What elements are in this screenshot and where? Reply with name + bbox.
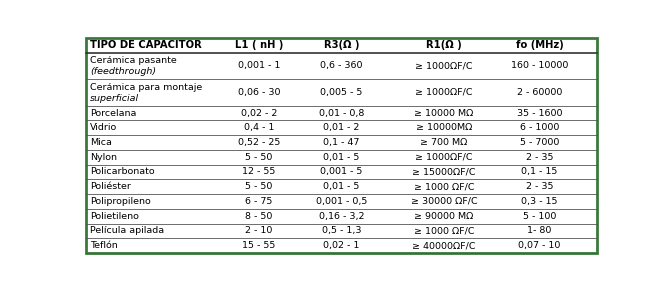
Text: ≥ 10000 MΩ: ≥ 10000 MΩ	[414, 109, 474, 118]
Text: R1(Ω ): R1(Ω )	[426, 40, 462, 50]
Text: 5 - 7000: 5 - 7000	[520, 138, 559, 147]
Text: ≥ 90000 MΩ: ≥ 90000 MΩ	[414, 212, 474, 221]
Text: 5 - 50: 5 - 50	[245, 182, 273, 191]
Text: Cerámica pasante: Cerámica pasante	[90, 56, 176, 65]
Text: Película apilada: Película apilada	[90, 226, 164, 235]
Text: 6 - 75: 6 - 75	[245, 197, 273, 206]
Text: 0,001 - 0,5: 0,001 - 0,5	[316, 197, 367, 206]
Text: 0,16 - 3,2: 0,16 - 3,2	[319, 212, 364, 221]
Text: 0,01 - 5: 0,01 - 5	[324, 182, 360, 191]
Text: Polipropileno: Polipropileno	[90, 197, 151, 206]
Text: (feedthrough): (feedthrough)	[90, 67, 156, 76]
Text: 0,07 - 10: 0,07 - 10	[518, 241, 561, 250]
Text: 0,3 - 15: 0,3 - 15	[521, 197, 558, 206]
Text: Porcelana: Porcelana	[90, 109, 137, 118]
Text: 2 - 35: 2 - 35	[526, 182, 553, 191]
Text: 0,01 - 2: 0,01 - 2	[324, 123, 360, 132]
Text: 0,4 - 1: 0,4 - 1	[244, 123, 274, 132]
Text: 0,001 - 1: 0,001 - 1	[238, 61, 280, 70]
Text: ≥ 1000ΩF/C: ≥ 1000ΩF/C	[416, 88, 473, 97]
Text: Mica: Mica	[90, 138, 112, 147]
Text: superficial: superficial	[90, 94, 139, 103]
Text: ≥ 1000 ΩF/C: ≥ 1000 ΩF/C	[414, 182, 474, 191]
Text: ≥ 40000ΩF/C: ≥ 40000ΩF/C	[412, 241, 476, 250]
Text: Vidrio: Vidrio	[90, 123, 117, 132]
Text: ≥ 700 MΩ: ≥ 700 MΩ	[420, 138, 468, 147]
Text: L1 ( nH ): L1 ( nH )	[235, 40, 283, 50]
Text: ≥ 15000ΩF/C: ≥ 15000ΩF/C	[412, 167, 476, 177]
Text: ≥ 30000 ΩF/C: ≥ 30000 ΩF/C	[411, 197, 478, 206]
Text: 6 - 1000: 6 - 1000	[520, 123, 559, 132]
Text: 8 - 50: 8 - 50	[245, 212, 273, 221]
Text: 1- 80: 1- 80	[527, 226, 551, 235]
Text: 2 - 35: 2 - 35	[526, 153, 553, 162]
Text: 0,02 - 2: 0,02 - 2	[241, 109, 277, 118]
Text: 5 - 100: 5 - 100	[523, 212, 556, 221]
Text: 0,6 - 360: 0,6 - 360	[320, 61, 363, 70]
Text: 160 - 10000: 160 - 10000	[511, 61, 568, 70]
Text: Poliéster: Poliéster	[90, 182, 131, 191]
Text: 0,1 - 15: 0,1 - 15	[521, 167, 558, 177]
Text: Cerámica para montaje: Cerámica para montaje	[90, 83, 202, 92]
Text: 0,06 - 30: 0,06 - 30	[238, 88, 280, 97]
Text: 5 - 50: 5 - 50	[245, 153, 273, 162]
Text: 0,01 - 0,8: 0,01 - 0,8	[319, 109, 364, 118]
Text: fo (MHz): fo (MHz)	[515, 40, 563, 50]
Text: Polietileno: Polietileno	[90, 212, 139, 221]
Text: 2 - 60000: 2 - 60000	[517, 88, 562, 97]
Text: Policarbonato: Policarbonato	[90, 167, 155, 177]
Text: 2 - 10: 2 - 10	[245, 226, 273, 235]
Text: Teflón: Teflón	[90, 241, 118, 250]
Text: TIPO DE CAPACITOR: TIPO DE CAPACITOR	[90, 40, 202, 50]
Text: Nylon: Nylon	[90, 153, 117, 162]
Text: 0,005 - 5: 0,005 - 5	[320, 88, 363, 97]
Text: 35 - 1600: 35 - 1600	[517, 109, 562, 118]
Text: 0,001 - 5: 0,001 - 5	[320, 167, 363, 177]
Text: ≥ 1000ΩF/C: ≥ 1000ΩF/C	[416, 61, 473, 70]
Text: ≥ 1000ΩF/C: ≥ 1000ΩF/C	[416, 153, 473, 162]
Text: 0,01 - 5: 0,01 - 5	[324, 153, 360, 162]
Text: 0,52 - 25: 0,52 - 25	[238, 138, 280, 147]
Text: R3(Ω ): R3(Ω )	[324, 40, 360, 50]
Text: 0,5 - 1,3: 0,5 - 1,3	[322, 226, 362, 235]
Text: ≥ 10000MΩ: ≥ 10000MΩ	[416, 123, 472, 132]
Text: 0,1 - 47: 0,1 - 47	[324, 138, 360, 147]
Text: 0,02 - 1: 0,02 - 1	[324, 241, 360, 250]
Text: 15 - 55: 15 - 55	[242, 241, 276, 250]
Text: 12 - 55: 12 - 55	[242, 167, 276, 177]
Text: ≥ 1000 ΩF/C: ≥ 1000 ΩF/C	[414, 226, 474, 235]
